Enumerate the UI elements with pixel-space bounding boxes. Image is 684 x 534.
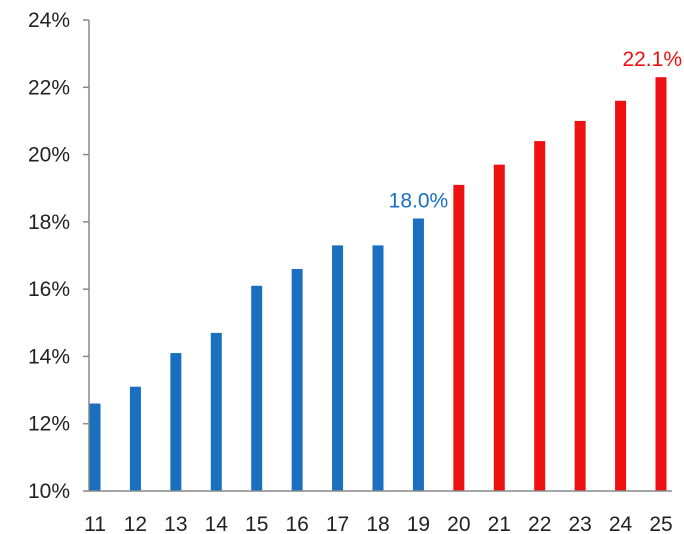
data-label-25: 22.1% xyxy=(622,48,682,71)
x-tick-label-11: 11 xyxy=(84,513,106,534)
bar-24 xyxy=(615,100,627,492)
bar-16 xyxy=(291,268,303,491)
bar-14 xyxy=(210,332,222,491)
bar-21 xyxy=(493,164,505,491)
x-tick-label-24: 24 xyxy=(609,513,633,534)
x-tick-label-12: 12 xyxy=(124,513,147,534)
x-tick-label-13: 13 xyxy=(164,513,187,534)
x-tick-label-18: 18 xyxy=(366,513,389,534)
x-tick-label-20: 20 xyxy=(447,513,470,534)
x-tick-label-22: 22 xyxy=(528,513,551,534)
x-tick-label-23: 23 xyxy=(568,513,591,534)
bar-25 xyxy=(655,77,667,491)
axes-group xyxy=(83,19,672,492)
x-tick-labels: 11 12 13 14 15 16 17 18 19 20 21 22 23 24 25 xyxy=(84,513,673,534)
bar-13 xyxy=(170,353,182,491)
y-tick-label-16: 16% xyxy=(28,278,70,301)
bar-11 xyxy=(89,403,101,491)
bar-22 xyxy=(534,141,546,492)
bar-15 xyxy=(251,285,263,491)
y-tick-label-10: 10% xyxy=(28,480,70,503)
y-tick-label-20: 20% xyxy=(28,144,70,167)
bar-20 xyxy=(453,184,465,491)
x-tick-label-15: 15 xyxy=(245,513,268,534)
y-tick-labels: 10% 12% 14% 16% 18% 20% 22% 24% xyxy=(28,9,70,503)
x-tick-label-19: 19 xyxy=(407,513,430,534)
y-tick-label-24: 24% xyxy=(28,9,70,32)
data-label-19: 18.0% xyxy=(389,189,449,212)
bar-12 xyxy=(129,386,141,491)
x-tick-label-21: 21 xyxy=(488,513,511,534)
bar-23 xyxy=(574,120,586,492)
y-tick-label-18: 18% xyxy=(28,211,70,234)
bars-group xyxy=(89,77,667,492)
data-labels: 18.0% 22.1% xyxy=(389,48,682,212)
x-tick-label-17: 17 xyxy=(326,513,349,534)
bar-17 xyxy=(332,245,344,491)
x-tick-label-14: 14 xyxy=(205,513,229,534)
bar-18 xyxy=(372,245,384,491)
y-tick-label-12: 12% xyxy=(28,413,70,436)
bar-19 xyxy=(412,218,424,492)
x-tick-label-16: 16 xyxy=(285,513,308,534)
y-tick-label-22: 22% xyxy=(28,76,70,99)
x-tick-label-25: 25 xyxy=(649,513,672,534)
y-tick-label-14: 14% xyxy=(28,345,70,368)
